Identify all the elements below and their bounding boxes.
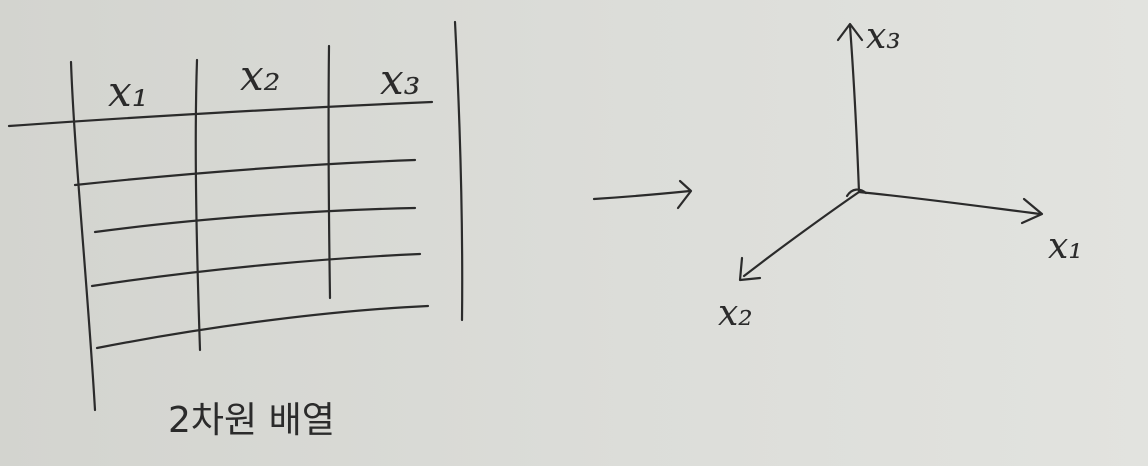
table-row-line-3	[90, 252, 422, 288]
origin-mark	[845, 188, 868, 198]
table-caption: 2차원 배열	[168, 400, 335, 441]
table-row-line-1	[73, 158, 417, 187]
x1-axis-arrowhead	[1020, 197, 1044, 225]
column-header-x3: x₃	[380, 55, 421, 104]
arrow-shaft	[592, 189, 692, 201]
column-header-x2: x₂	[240, 51, 281, 100]
x3-axis-label: x₃	[866, 16, 901, 57]
column-header-x1: x₁	[108, 67, 149, 116]
table-left-border	[69, 60, 97, 412]
x3-axis-line	[848, 24, 861, 194]
x2-axis-arrowhead	[738, 256, 762, 282]
table-header-line	[7, 100, 434, 128]
x1-axis-label: x₁	[1048, 226, 1083, 267]
table-right-border	[453, 20, 464, 322]
x1-axis-line	[857, 190, 1042, 216]
axes-sketch: x₃ x₁ x₂	[718, 16, 1083, 334]
x3-axis-arrowhead	[836, 22, 864, 42]
table-divider-2	[327, 44, 332, 300]
table-sketch: x₁ x₂ x₃ 2차원 배열	[7, 20, 464, 441]
transform-arrow	[592, 179, 693, 210]
table-row-line-4	[95, 304, 430, 350]
table-row-line-2	[93, 206, 417, 234]
arrow-head	[676, 179, 693, 210]
table-divider-1	[194, 58, 202, 352]
x2-axis-label: x₂	[718, 293, 753, 334]
x2-axis-line	[742, 190, 861, 278]
